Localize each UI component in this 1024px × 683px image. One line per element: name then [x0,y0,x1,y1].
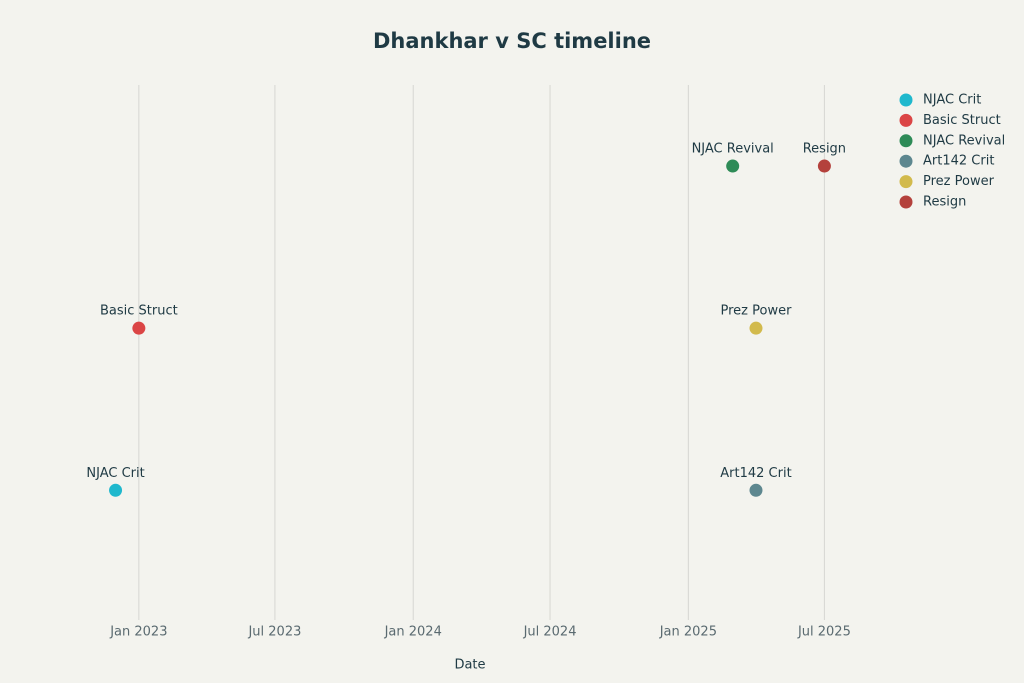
point-label: Prez Power [721,304,793,319]
point-label: Art142 Crit [720,466,791,481]
point [109,483,123,497]
x-tick-label: Jul 2024 [523,625,577,640]
legend-marker [899,134,913,148]
point [749,321,763,335]
x-axis-label: Date [454,658,485,673]
point [749,483,763,497]
point [817,159,831,173]
x-tick-label: Jan 2023 [109,625,167,640]
legend-label: Prez Power [923,174,995,189]
point-label: Basic Struct [100,304,178,319]
point-label: NJAC Revival [692,142,774,157]
legend-label: Art142 Crit [923,154,994,169]
legend-marker [899,154,913,168]
legend-label: Basic Struct [923,113,1001,128]
point-label: NJAC Crit [86,466,144,481]
chart-title: Dhankhar v SC timeline [373,29,651,53]
x-tick-label: Jul 2023 [247,625,301,640]
point [726,159,740,173]
legend-label: Resign [923,195,966,210]
legend-marker [899,175,913,189]
point-label: Resign [803,142,846,157]
legend-marker [899,195,913,209]
legend-marker [899,93,913,107]
x-tick-label: Jan 2025 [659,625,717,640]
legend-label: NJAC Revival [923,133,1005,148]
x-tick-label: Jul 2025 [797,625,851,640]
point [132,321,146,335]
legend-marker [899,113,913,127]
legend-label: NJAC Crit [923,93,981,108]
x-tick-label: Jan 2024 [384,625,442,640]
